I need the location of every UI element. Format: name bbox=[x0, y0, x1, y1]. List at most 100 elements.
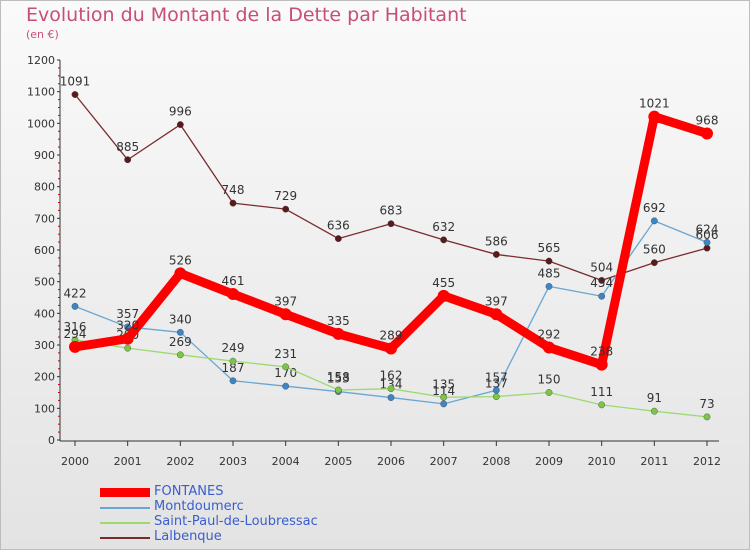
data-point-lalbenque bbox=[387, 220, 395, 228]
data-point-fontanes bbox=[385, 342, 397, 355]
data-point-fontanes bbox=[69, 340, 81, 353]
data-point-saint-paul-de-loubressac bbox=[124, 344, 132, 352]
data-point-saint-paul-de-loubressac bbox=[545, 389, 553, 396]
chart-title: Evolution du Montant de la Dette par Hab… bbox=[26, 4, 467, 26]
data-point-saint-paul-de-loubressac bbox=[440, 393, 448, 401]
data-point-saint-paul-de-loubressac bbox=[703, 413, 711, 421]
data-label-saint-paul-de-loubressac: 249 bbox=[222, 341, 245, 355]
x-tick-label: 2007 bbox=[430, 455, 458, 468]
data-label-lalbenque: 748 bbox=[222, 183, 245, 197]
data-point-lalbenque bbox=[124, 156, 132, 164]
data-point-saint-paul-de-loubressac bbox=[229, 357, 237, 365]
y-tick-label: 600 bbox=[34, 244, 55, 257]
data-point-lalbenque bbox=[334, 235, 342, 243]
x-tick-label: 2012 bbox=[693, 455, 721, 468]
data-label-fontanes: 294 bbox=[64, 327, 87, 341]
data-label-lalbenque: 729 bbox=[274, 189, 297, 203]
data-label-saint-paul-de-loubressac: 231 bbox=[274, 347, 297, 361]
y-tick-label: 1000 bbox=[27, 117, 55, 130]
data-point-fontanes bbox=[332, 327, 345, 340]
data-label-lalbenque: 632 bbox=[432, 220, 455, 234]
data-label-fontanes: 292 bbox=[538, 328, 561, 342]
data-label-saint-paul-de-loubressac: 137 bbox=[485, 377, 508, 391]
y-tick-label: 200 bbox=[34, 371, 55, 384]
chart-subtitle: (en €) bbox=[26, 28, 59, 41]
data-label-lalbenque: 885 bbox=[116, 140, 139, 154]
x-tick-label: 2006 bbox=[377, 455, 405, 468]
data-point-montdoumerc bbox=[282, 382, 290, 390]
data-label-saint-paul-de-loubressac: 73 bbox=[699, 397, 714, 411]
data-label-fontanes: 526 bbox=[169, 253, 192, 267]
data-label-montdoumerc: 422 bbox=[64, 286, 87, 300]
y-tick-label: 800 bbox=[34, 181, 55, 194]
data-point-fontanes bbox=[121, 332, 134, 345]
data-label-lalbenque: 683 bbox=[380, 204, 403, 218]
x-tick-label: 2004 bbox=[272, 455, 300, 468]
data-point-fontanes bbox=[437, 289, 450, 302]
data-point-montdoumerc bbox=[598, 292, 606, 300]
data-label-lalbenque: 1091 bbox=[60, 75, 91, 89]
y-tick-label: 100 bbox=[34, 402, 55, 415]
y-tick-label: 1100 bbox=[27, 86, 55, 99]
data-label-saint-paul-de-loubressac: 158 bbox=[327, 370, 350, 384]
x-tick-label: 2005 bbox=[324, 455, 352, 468]
data-label-lalbenque: 504 bbox=[590, 260, 613, 274]
data-label-fontanes: 289 bbox=[380, 328, 403, 342]
data-point-montdoumerc bbox=[387, 394, 395, 401]
y-tick-label: 700 bbox=[34, 212, 55, 225]
legend-label: FONTANES bbox=[154, 484, 224, 499]
data-label-montdoumerc: 454 bbox=[590, 276, 613, 290]
series-line-fontanes bbox=[70, 112, 712, 370]
data-point-fontanes bbox=[279, 308, 292, 321]
data-label-montdoumerc: 357 bbox=[116, 307, 139, 321]
data-label-fontanes: 397 bbox=[274, 294, 297, 308]
x-tick-label: 2002 bbox=[166, 455, 194, 468]
data-label-fontanes: 320 bbox=[116, 319, 139, 333]
data-label-saint-paul-de-loubressac: 135 bbox=[432, 377, 455, 391]
data-point-lalbenque bbox=[282, 205, 290, 213]
data-label-fontanes: 968 bbox=[696, 113, 719, 127]
data-label-lalbenque: 606 bbox=[696, 228, 719, 242]
data-label-montdoumerc: 692 bbox=[643, 201, 666, 215]
data-point-fontanes bbox=[174, 267, 187, 280]
data-point-fontanes bbox=[595, 358, 608, 371]
data-label-lalbenque: 560 bbox=[643, 243, 666, 257]
data-point-fontanes bbox=[543, 341, 555, 354]
data-point-montdoumerc bbox=[545, 283, 553, 290]
y-tick-label: 400 bbox=[34, 307, 55, 320]
data-point-montdoumerc bbox=[71, 302, 79, 310]
x-tick-label: 2009 bbox=[535, 455, 563, 468]
data-point-saint-paul-de-loubressac bbox=[334, 386, 342, 394]
data-label-montdoumerc: 153 bbox=[327, 372, 350, 386]
data-point-montdoumerc bbox=[440, 400, 448, 408]
data-point-lalbenque bbox=[703, 244, 711, 252]
data-point-montdoumerc bbox=[650, 217, 658, 225]
data-point-lalbenque bbox=[650, 259, 658, 267]
data-label-lalbenque: 996 bbox=[169, 105, 192, 119]
data-point-montdoumerc bbox=[176, 328, 184, 336]
data-label-saint-paul-de-loubressac: 316 bbox=[64, 320, 87, 334]
y-tick-label: 300 bbox=[34, 339, 55, 352]
data-label-fontanes: 335 bbox=[327, 314, 350, 328]
y-tick-label: 1200 bbox=[27, 54, 55, 67]
data-label-saint-paul-de-loubressac: 162 bbox=[380, 369, 403, 383]
data-point-montdoumerc bbox=[703, 238, 711, 246]
data-point-fontanes bbox=[648, 110, 661, 123]
legend-swatch bbox=[100, 507, 150, 509]
x-tick-label: 2003 bbox=[219, 455, 247, 468]
data-point-saint-paul-de-loubressac bbox=[598, 401, 606, 409]
data-label-lalbenque: 636 bbox=[327, 219, 350, 233]
x-tick-label: 2008 bbox=[482, 455, 510, 468]
data-point-saint-paul-de-loubressac bbox=[387, 385, 395, 393]
data-point-saint-paul-de-loubressac bbox=[492, 393, 500, 401]
legend-label: Montdoumerc bbox=[154, 499, 244, 514]
legend-label: Lalbenque bbox=[154, 529, 222, 544]
data-label-saint-paul-de-loubressac: 91 bbox=[647, 391, 662, 405]
data-point-fontanes bbox=[227, 288, 239, 301]
data-label-montdoumerc: 485 bbox=[538, 266, 561, 280]
data-point-lalbenque bbox=[229, 199, 237, 207]
data-point-lalbenque bbox=[545, 257, 553, 265]
data-point-saint-paul-de-loubressac bbox=[176, 351, 184, 359]
x-tick-label: 2000 bbox=[61, 455, 89, 468]
data-label-saint-paul-de-loubressac: 150 bbox=[538, 373, 561, 387]
